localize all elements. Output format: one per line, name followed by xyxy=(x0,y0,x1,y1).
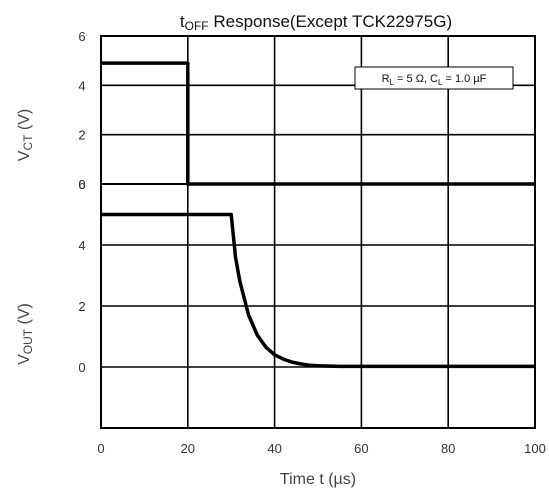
chart-title: tOFF Response(Except TCK22975G) xyxy=(180,12,452,33)
vout-y-tick-label: 4 xyxy=(78,238,85,253)
grid-lines xyxy=(100,35,536,428)
vct-series-line xyxy=(101,61,535,186)
vct-y-tick-label: 6 xyxy=(78,29,85,44)
x-tick-label: 60 xyxy=(354,441,368,456)
series-layer xyxy=(101,61,535,369)
x-tick-label: 20 xyxy=(181,441,195,456)
vct-y-tick-label: 2 xyxy=(78,128,85,143)
x-axis-label: Time t (µs) xyxy=(280,471,356,488)
vct-y-tick-label: 4 xyxy=(78,78,85,93)
vout-y-tick-label: 0 xyxy=(78,360,85,375)
x-tick-label: 40 xyxy=(267,441,281,456)
vct-y-tick-label: 0 xyxy=(78,177,85,192)
x-tick-labels: 0 20 40 60 80 100 xyxy=(97,441,545,456)
vout-series-line xyxy=(101,212,535,369)
x-tick-label: 100 xyxy=(524,441,546,456)
y-axis-label-vout: VOUT (V) xyxy=(16,303,35,365)
x-tick-label: 80 xyxy=(441,441,455,456)
plot-frame xyxy=(100,35,536,429)
vout-y-tick-label: 6 xyxy=(78,177,85,192)
annotation-text: RL = 5 Ω, CL = 1.0 µF xyxy=(382,73,487,87)
annotation-box xyxy=(354,66,514,90)
vout-y-tick-label: 2 xyxy=(78,299,85,314)
x-tick-label: 0 xyxy=(97,441,104,456)
y-axis-label-vct: VCT (V) xyxy=(16,109,35,161)
